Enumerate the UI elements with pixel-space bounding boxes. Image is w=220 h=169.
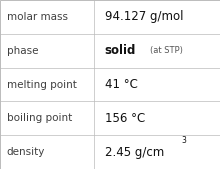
Text: 156 °C: 156 °C: [104, 112, 145, 125]
Text: boiling point: boiling point: [7, 113, 72, 123]
Text: 94.127 g/mol: 94.127 g/mol: [104, 10, 183, 23]
Text: phase: phase: [7, 46, 38, 56]
Text: 2.45 g/cm: 2.45 g/cm: [104, 146, 164, 159]
Text: 3: 3: [181, 136, 186, 145]
Text: 41 °C: 41 °C: [104, 78, 137, 91]
Text: molar mass: molar mass: [7, 12, 68, 22]
Text: (at STP): (at STP): [150, 46, 183, 55]
Text: solid: solid: [104, 44, 136, 57]
Text: density: density: [7, 147, 45, 157]
Text: melting point: melting point: [7, 79, 77, 90]
